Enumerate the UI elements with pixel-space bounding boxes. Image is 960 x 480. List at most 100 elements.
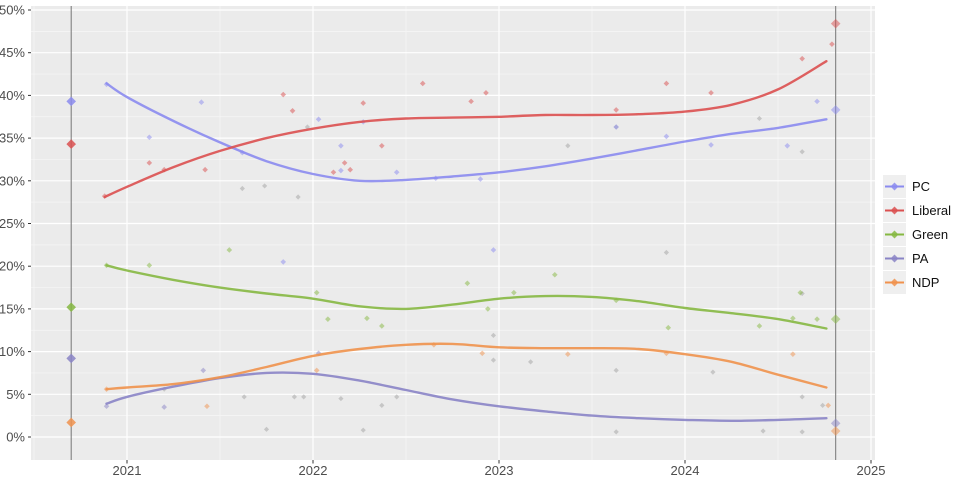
poll-point-other (239, 185, 245, 192)
legend-label-green: Green (912, 226, 949, 242)
poll-point-other (799, 394, 805, 400)
legend-label-liberal: Liberal (912, 202, 952, 218)
poll-point (200, 367, 207, 374)
poll-point (799, 55, 805, 62)
poll-point (565, 351, 571, 357)
y-tick-label: 40% (0, 88, 25, 103)
poll-point-other (710, 369, 716, 375)
poll-point (289, 107, 296, 114)
poll-point (146, 262, 153, 269)
poll-point (379, 323, 385, 329)
y-tick-label: 35% (0, 131, 25, 146)
poll-point (146, 160, 153, 166)
legend-key-liberal-icon (883, 198, 906, 222)
poll-point (103, 403, 110, 410)
poll-point-other (338, 395, 344, 402)
poll-point (379, 142, 385, 149)
poll-point (280, 91, 287, 98)
poll-point (341, 160, 348, 166)
election-result-pc (830, 105, 841, 115)
poll-point (490, 247, 497, 253)
poll-point (511, 289, 517, 296)
y-axis-labels: 0% 5% 10% 15% 20% 25% 30% 35% 40% 45% 50% (0, 3, 25, 445)
poll-point (338, 167, 344, 174)
poll-point (483, 90, 489, 96)
poll-point-other (663, 249, 669, 256)
legend-item-pc: PC (883, 174, 951, 198)
poll-point-other (490, 357, 497, 363)
poll-point-other (490, 332, 497, 338)
grid-major (31, 6, 875, 460)
poll-point (613, 107, 619, 113)
poll-point (784, 142, 791, 149)
poll-point (663, 80, 670, 87)
election-result-liberal (830, 18, 841, 29)
legend-key-pa-icon (883, 246, 906, 270)
legend-label-pc: PC (912, 178, 931, 194)
poll-point-other (760, 428, 766, 434)
election-result-ndp (830, 426, 841, 436)
poll-point (202, 166, 208, 173)
poll-point (479, 350, 486, 357)
y-tick-label: 50% (0, 3, 25, 18)
poll-point (313, 367, 320, 374)
election-result-pa (830, 418, 841, 429)
poll-point (552, 271, 558, 278)
poll-point (325, 316, 331, 322)
poll-point (829, 41, 835, 47)
y-tick-label: 20% (0, 259, 25, 274)
axis-ticks (28, 9, 872, 464)
election-result-pc (66, 96, 76, 107)
election-result-pa (66, 353, 76, 364)
x-tick-label: 2022 (299, 463, 328, 478)
poll-point-other (291, 394, 297, 400)
poll-point-other (241, 394, 247, 400)
legend-key-pc-icon (883, 174, 906, 198)
trend-line-green (105, 264, 828, 330)
poll-point (485, 306, 491, 312)
poll-point (468, 98, 474, 105)
election-result-green (830, 314, 841, 324)
legend-label-pa: PA (912, 250, 929, 266)
election-result-green (66, 302, 76, 312)
y-tick-label: 45% (0, 45, 25, 60)
y-tick-label: 0% (6, 430, 25, 445)
poll-point-other (528, 359, 534, 365)
poll-point-other (263, 426, 270, 432)
y-tick-label: 30% (0, 173, 25, 188)
poll-point-other (301, 394, 307, 400)
poll-point-other (262, 183, 268, 189)
x-tick-label: 2023 (485, 463, 514, 478)
poll-point (393, 169, 400, 176)
poll-point (790, 351, 796, 357)
y-tick-label: 15% (0, 301, 25, 316)
poll-point-other (756, 115, 762, 122)
poll-point-other (565, 143, 571, 149)
poll-point (708, 90, 714, 96)
legend-item-pa: PA (883, 246, 951, 270)
poll-point (198, 99, 205, 106)
x-tick-label: 2024 (671, 463, 700, 478)
legend-item-ndp: NDP (883, 270, 951, 294)
poll-point (814, 316, 820, 322)
legend: PC Liberal Green PA NDP (883, 174, 951, 294)
election-result-ndp (66, 417, 76, 428)
poll-point (814, 98, 820, 105)
poll-point (477, 176, 484, 182)
poll-point-other (799, 149, 805, 155)
poll-point (419, 80, 426, 87)
poll-point (146, 134, 153, 141)
poll-point-other (360, 427, 366, 433)
legend-item-green: Green (883, 222, 951, 246)
poll-point-other (613, 429, 619, 435)
poll-point (338, 142, 344, 149)
x-tick-label: 2021 (113, 463, 142, 478)
poll-point-other (613, 367, 619, 373)
legend-key-ndp-icon (883, 270, 906, 294)
poll-point (161, 404, 167, 410)
legend-key-green-icon (883, 222, 906, 246)
legend-label-ndp: NDP (912, 274, 940, 290)
poll-point (790, 315, 796, 322)
